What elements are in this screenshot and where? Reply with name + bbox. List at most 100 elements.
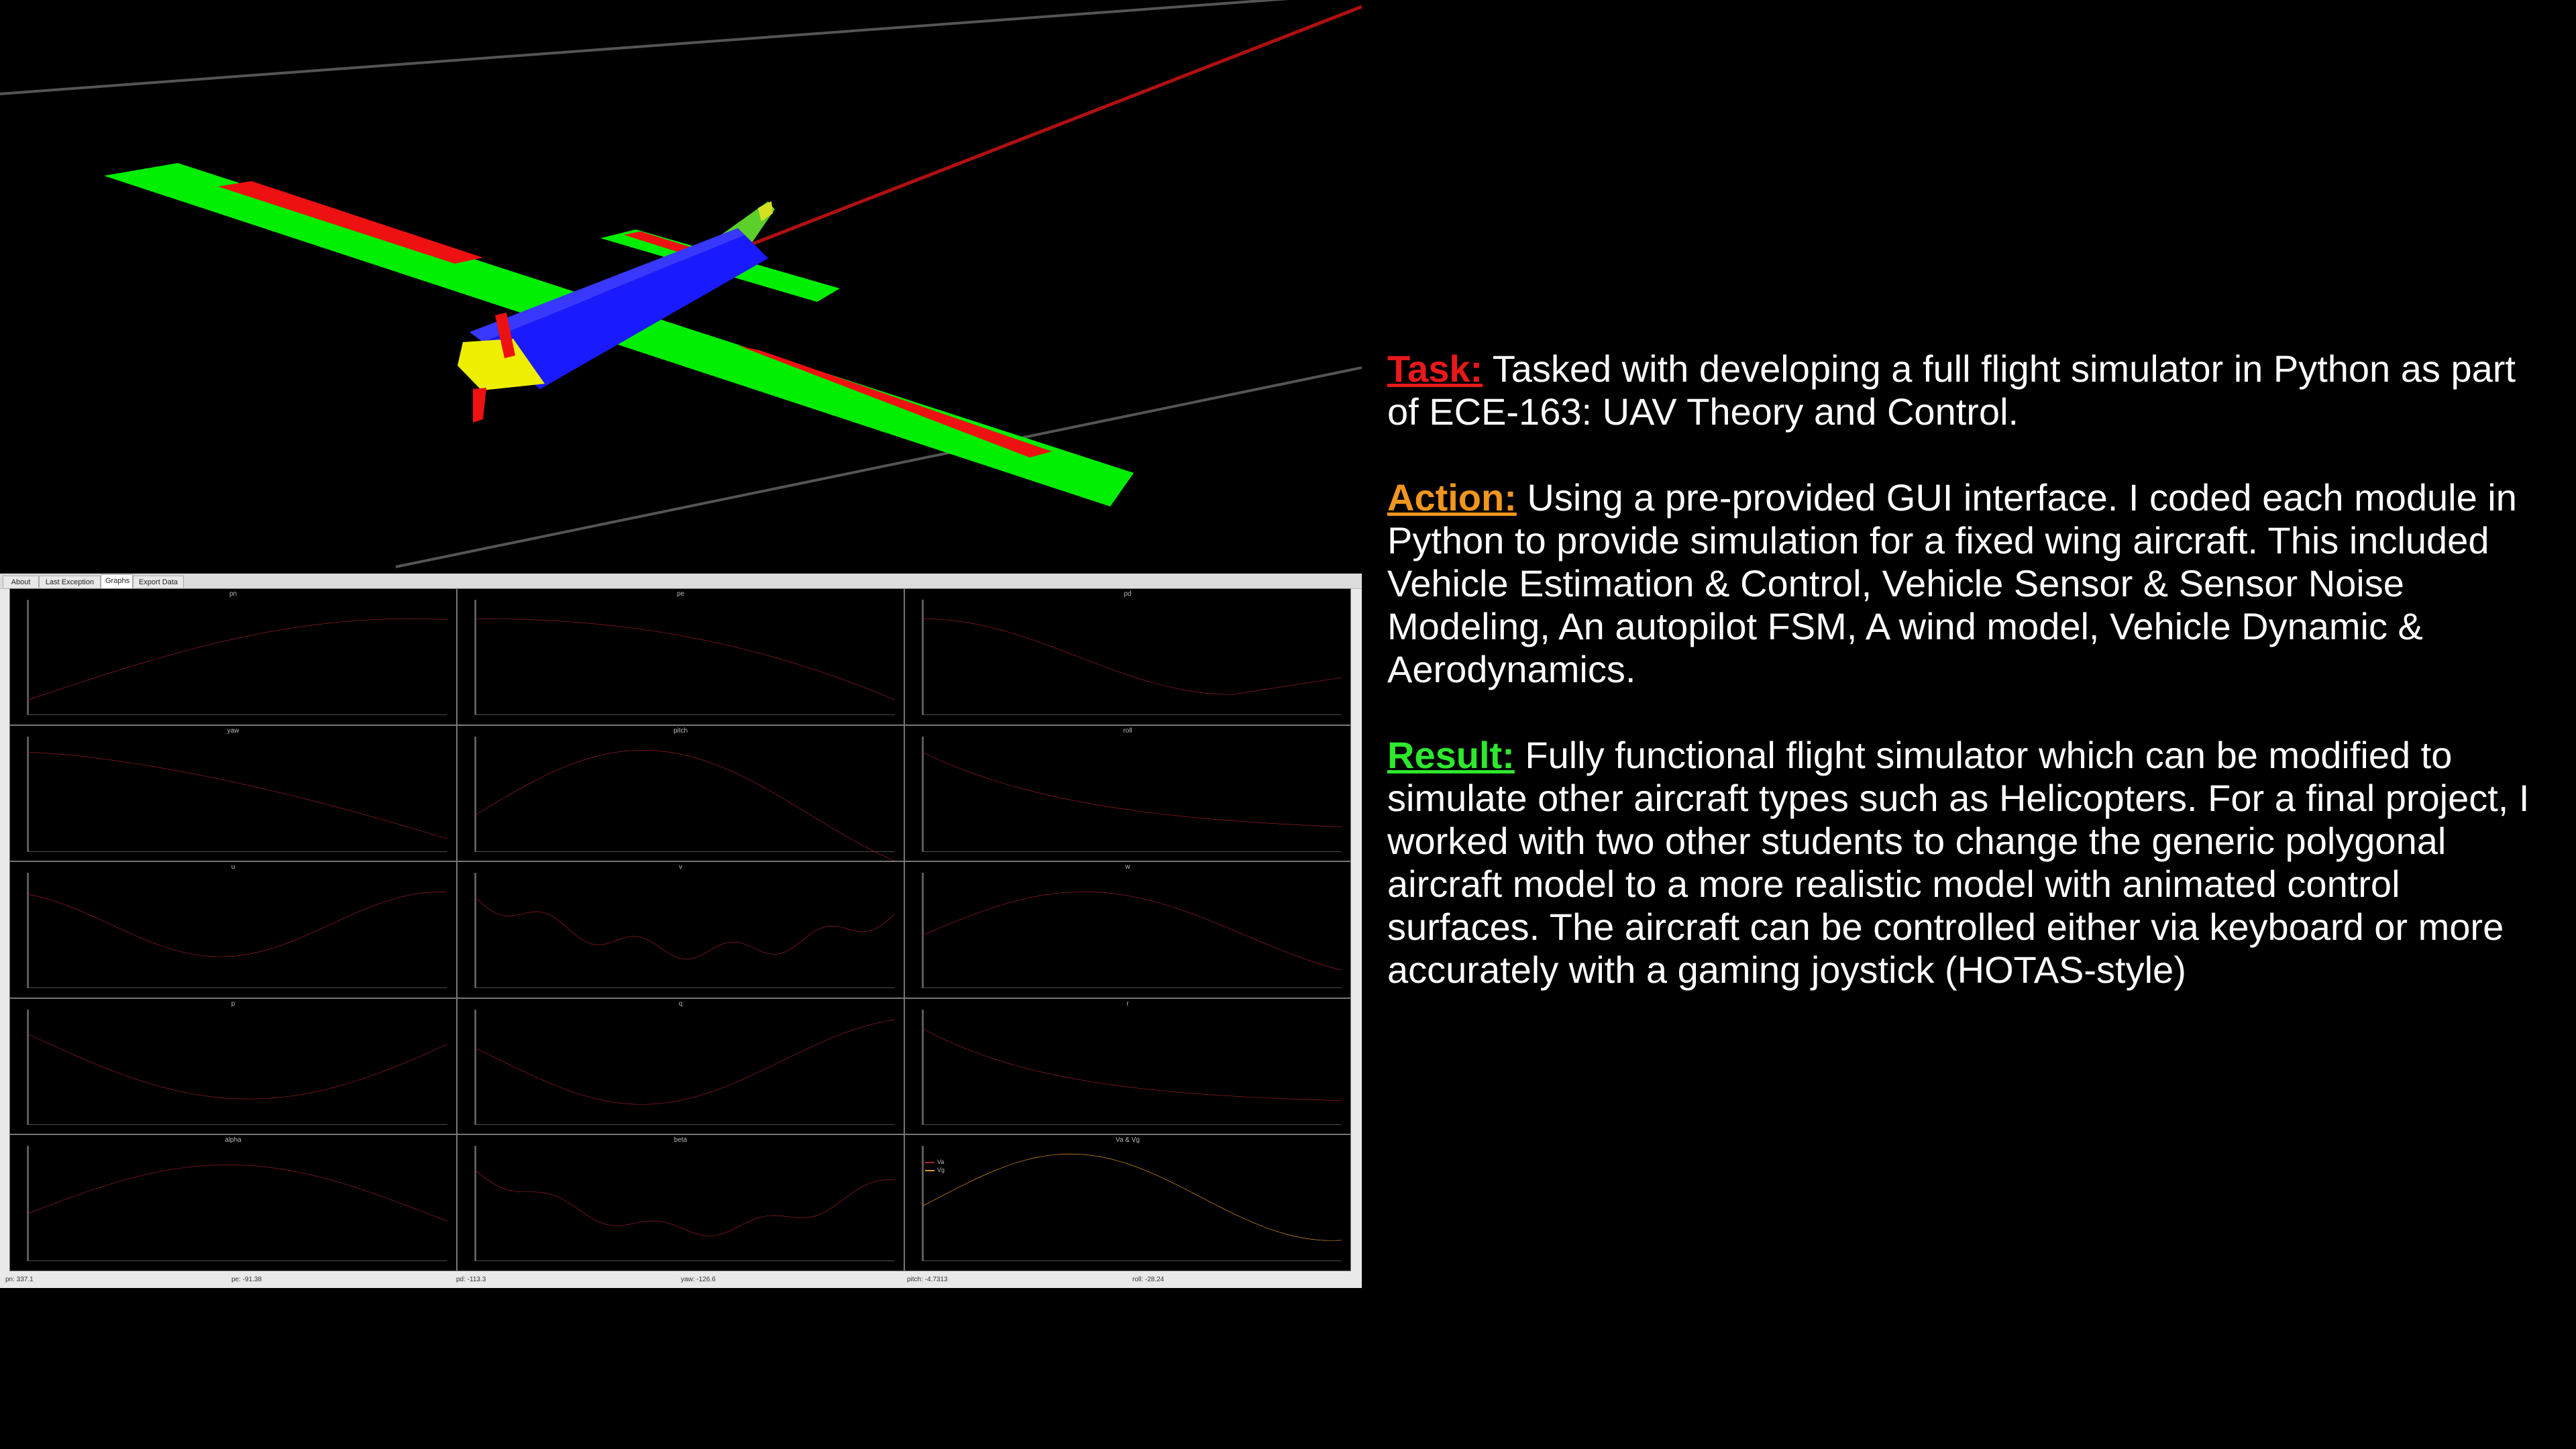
tab-last-exception[interactable]: Last Exception [39,576,101,588]
plot-curve [923,1155,1342,1241]
action-paragraph: Action: Using a pre-provided GUI interfa… [1387,476,2541,691]
plot-title: alpha [225,1136,241,1144]
plot-title: r [1126,1000,1129,1008]
plot-curve-vg [923,1155,1342,1241]
propeller-blade-bottom [473,388,486,423]
plot-title: Va & Vg [1116,1136,1140,1144]
plot-axes [922,1146,1342,1262]
aircraft-3d-viewport[interactable] [0,0,1362,574]
rudder [758,201,773,221]
legend-swatch [925,1170,934,1172]
plot-title: pe [676,590,685,598]
plot-curve [476,1171,895,1236]
tab-export-data[interactable]: Export Data [133,576,184,588]
plot-roll: roll [904,724,1351,862]
plot-axes [474,1146,895,1262]
plot-axes [922,736,1342,852]
plot-title: q [678,1000,683,1008]
tab-graphs[interactable]: Graphs [101,574,133,588]
plot-curve [28,892,447,957]
plot-pe: pe [457,588,904,725]
tab-about[interactable]: About [3,576,39,588]
plot-alpha: alpha [9,1134,457,1271]
result-label: Result: [1387,734,1515,776]
plot-title: pitch [673,727,688,735]
plot-beta: beta [457,1134,904,1271]
plot-v: v [457,861,904,998]
plot-curve [923,892,1342,971]
status-pd: pd: -113.3 [456,1276,486,1283]
plot-u: u [9,861,457,998]
plots-grid: pn pe pd yaw pitch roll u v w p q r alpha beta Va & Vg… [9,588,1351,1271]
plot-title: roll [1123,727,1132,735]
plot-pn: pn [9,588,457,725]
plot-pd: pd [904,588,1351,725]
plot-p: p [9,998,457,1135]
action-label: Action: [1387,476,1517,519]
plot-curve [923,752,1342,826]
status-bar: pn: 337.1 pe: -91.38 pd: -113.3 yaw: -12… [0,1273,1362,1288]
legend-item: Va [925,1158,945,1166]
plot-axes [922,600,1342,715]
plot-title: yaw [227,727,239,735]
plot-curve [476,619,895,700]
nose-cone [458,339,545,390]
plot-curve [476,750,895,861]
plot-curve [28,752,447,839]
plot-axes [27,1146,447,1262]
horizon-line [0,0,1289,95]
legend-label: Va [937,1159,945,1166]
legend-label: Vg [937,1167,945,1174]
right-aileron [738,345,1052,458]
plot-axes [474,736,895,852]
ground-line [395,366,1362,568]
status-pn: pn: 337.1 [5,1276,34,1283]
tab-bar: About Last Exception Graphs Export Data [0,574,1362,589]
description-panel: Task: Tasked with developing a full flig… [1387,347,2541,1034]
plot-w: w [904,861,1351,998]
plot-curve [923,1028,1342,1100]
plot-axes [474,873,895,989]
plot-title: pn [229,590,237,598]
plot-title: beta [674,1136,688,1144]
plot-title: v [679,863,682,871]
plot-va---vg: Va & Vg Va Vg [904,1134,1351,1271]
task-paragraph: Task: Tasked with developing a full flig… [1387,347,2541,433]
flight-path-trail [749,5,1362,247]
plot-q: q [457,998,904,1135]
plot-yaw: yaw [9,724,457,862]
plot-title: p [231,1000,235,1008]
plot-axes [27,873,447,989]
plot-curve [28,1165,447,1222]
legend-item: Vg [925,1166,945,1174]
status-pe: pe: -91.38 [231,1276,262,1283]
plot-curve [923,619,1342,694]
plot-curve [28,1034,447,1099]
plot-axes [474,600,895,715]
plot-axes [922,1009,1342,1125]
plot-axes [27,736,447,852]
plot-axes [922,873,1342,989]
propeller-blade-top [495,313,515,358]
status-roll: roll: -28.24 [1132,1276,1165,1283]
plot-title: pd [1124,590,1132,598]
action-text: Using a pre-provided GUI interface. I co… [1387,476,2517,690]
plot-axes [474,1009,895,1125]
plot-curve [476,898,895,960]
fuselage-top [470,228,745,342]
plot-curve [28,619,447,700]
legend-swatch [925,1162,934,1164]
status-pitch: pitch: -4.7313 [907,1276,948,1283]
result-text: Fully functional flight simulator which … [1387,734,2530,991]
plot-axes [27,600,447,715]
task-text: Tasked with developing a full flight sim… [1387,347,2516,433]
plot-curve [476,1020,895,1104]
plot-pitch: pitch [457,724,904,862]
gui-window: About Last Exception Graphs Export Data … [0,574,1362,1288]
plot-title: u [231,863,235,871]
plot-r: r [904,998,1351,1135]
result-paragraph: Result: Fully functional flight simulato… [1387,734,2541,991]
status-yaw: yaw: -126.6 [681,1276,716,1283]
left-aileron [218,181,483,264]
task-label: Task: [1387,347,1483,390]
